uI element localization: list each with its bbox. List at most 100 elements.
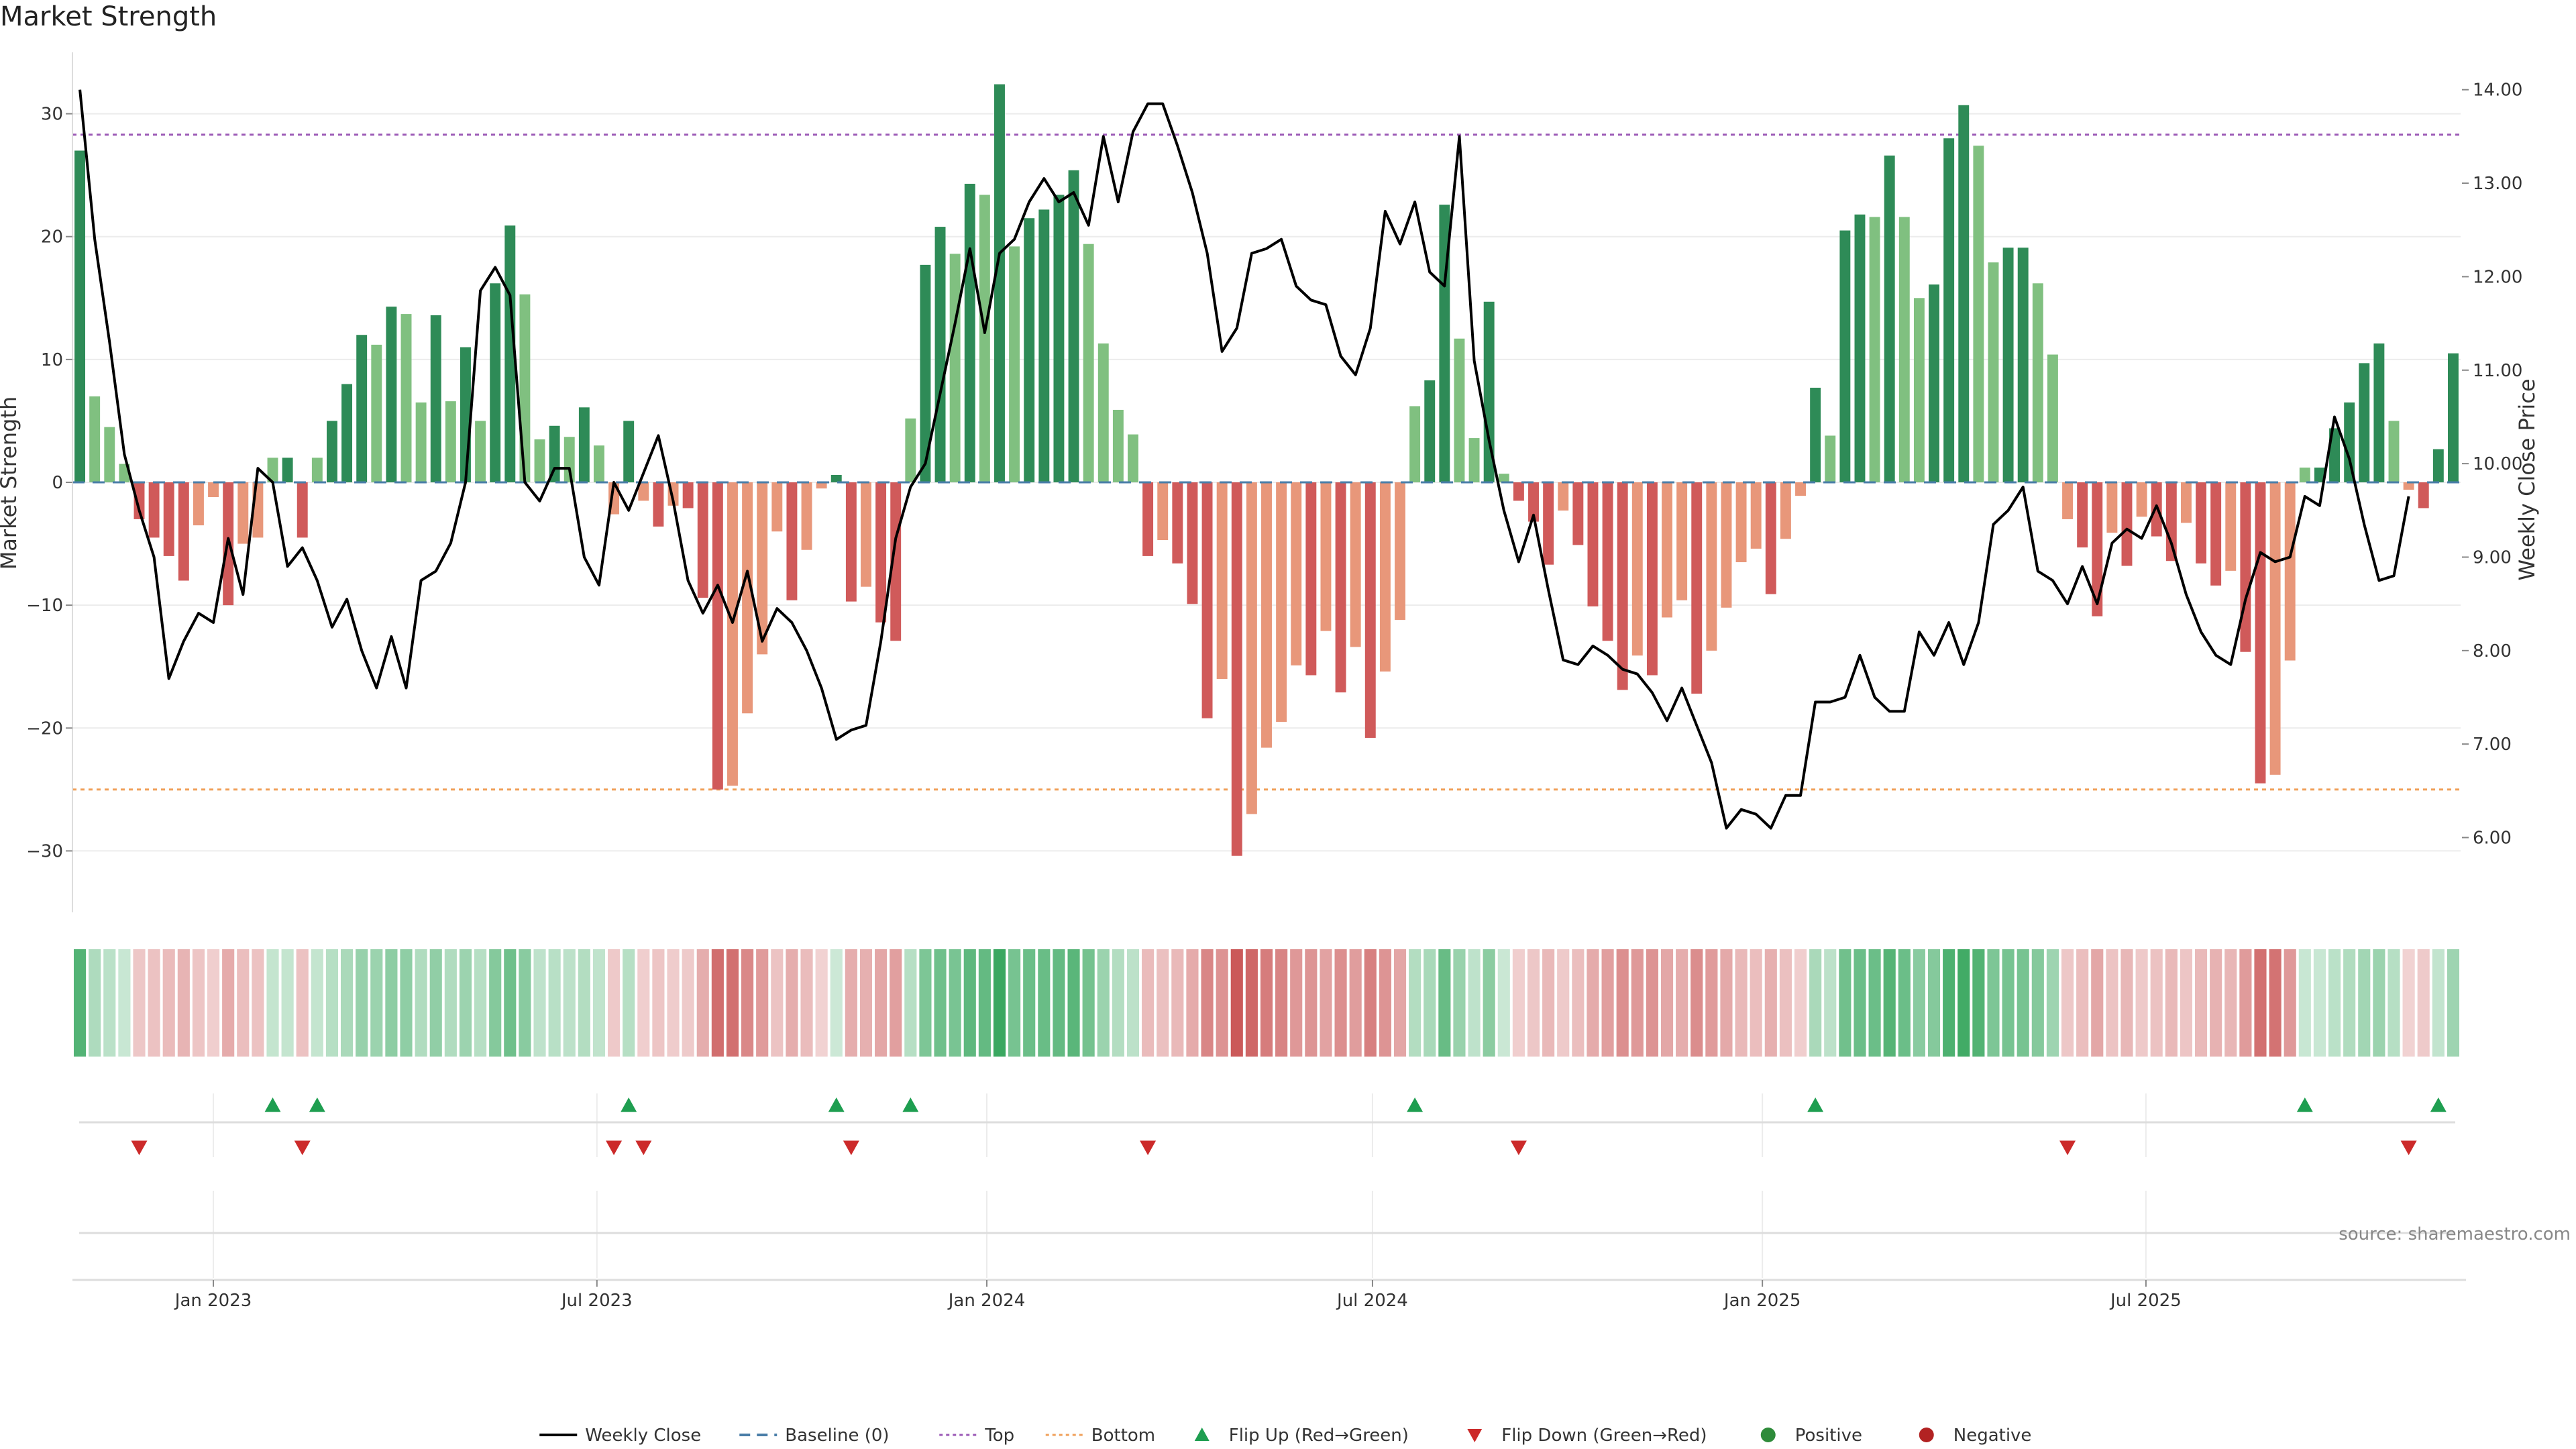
strength-bar (1112, 409, 1124, 482)
strength-bar (2418, 482, 2429, 508)
heat-cell (1453, 949, 1466, 1057)
strength-bar (1454, 338, 1465, 482)
y-tick-label: −10 (26, 596, 63, 616)
strength-bar (1780, 482, 1791, 539)
strength-bar (1053, 195, 1065, 482)
heat-cell (1809, 949, 1822, 1057)
legend-label: Weekly Close (585, 1426, 701, 1446)
flip-up-marker (309, 1097, 325, 1112)
heat-cell (2150, 949, 2163, 1057)
flip-up-marker (2296, 1097, 2313, 1112)
heat-cell (1230, 949, 1243, 1057)
flip-down-marker (131, 1140, 148, 1155)
strength-bar (2240, 482, 2251, 652)
heat-cell (2298, 949, 2311, 1057)
strength-bar (2032, 283, 2043, 482)
strength-bar (519, 294, 531, 482)
heat-cell (2091, 949, 2104, 1057)
heat-cell (786, 949, 798, 1057)
heat-cell (1735, 949, 1748, 1057)
strength-bar (1721, 482, 1732, 608)
y-axis-label-left: Market Strength (0, 396, 21, 570)
strength-bar (1662, 482, 1672, 618)
weekly-close-series (78, 89, 2410, 830)
heat-cell (592, 949, 606, 1057)
heat-cell (711, 949, 724, 1057)
strength-bar (1691, 482, 1703, 694)
legend-item: Bottom (1045, 1426, 1155, 1446)
date-axis: Jan 2023 Jul 2023 Jan 2024 Jul 2024 Jan 2025… (72, 1279, 2466, 1311)
heat-cell (1497, 949, 1510, 1057)
strength-bar (949, 254, 961, 482)
heat-cell (1290, 949, 1303, 1057)
strength-bar (1646, 482, 1658, 676)
strength-bar (2196, 482, 2207, 564)
flip-up-marker (264, 1097, 281, 1112)
flip-down-marker (294, 1140, 311, 1155)
strength-bar (2165, 482, 2177, 561)
heat-cell (1676, 949, 1688, 1057)
strength-bar (1246, 482, 1257, 814)
strength-bar (1929, 284, 1939, 482)
strength-bar (2062, 482, 2073, 519)
heat-cell (400, 949, 413, 1057)
heat-cell (741, 949, 754, 1057)
y-tick-label-right: 9.00 (2473, 547, 2512, 568)
strength-bar (445, 401, 456, 482)
heat-cell (2210, 949, 2222, 1057)
strength-bar (2447, 353, 2459, 482)
heat-cell (1112, 949, 1124, 1057)
strength-bar (875, 482, 887, 623)
heat-cell (1631, 949, 1644, 1057)
heat-cell (162, 949, 175, 1057)
strength-bar (1483, 301, 1495, 482)
strength-bar (1884, 155, 1895, 482)
y-tick-label-right: 14.00 (2473, 80, 2522, 101)
strength-bar (267, 458, 278, 482)
legend-label: Bottom (1091, 1426, 1155, 1446)
y-tick-label: 20 (41, 227, 63, 248)
heat-cell (1927, 949, 1941, 1057)
heat-cell (1705, 949, 1718, 1057)
heat-cell (637, 949, 650, 1057)
strength-bar (861, 482, 871, 587)
heat-cell (2106, 949, 2118, 1057)
heat-cell (578, 949, 590, 1057)
strength-bar (2151, 482, 2162, 537)
y-tick-label: 10 (41, 350, 63, 370)
strength-bar (920, 264, 931, 482)
strength-bar (133, 482, 145, 519)
strength-bar (1825, 435, 1836, 482)
strength-bar (430, 315, 441, 482)
heat-cell (177, 949, 190, 1057)
strength-bar (1468, 438, 1480, 482)
heat-cell (341, 949, 354, 1057)
x-tick-label: Jan 2025 (1723, 1291, 1801, 1311)
strength-bar (1498, 474, 1509, 482)
heat-cell (652, 949, 665, 1057)
heat-cell (904, 949, 917, 1057)
y-axis-label-right: Weekly Close Price (2514, 378, 2540, 580)
strength-bar (1898, 217, 1910, 482)
strength-bar (1409, 406, 1421, 482)
strength-bar (237, 482, 249, 544)
legend-item: Baseline (0) (739, 1426, 890, 1446)
strength-bar (2180, 482, 2192, 523)
strength-bar (1810, 387, 1821, 482)
strength-bar (1083, 244, 1094, 482)
strength-bar (905, 418, 916, 482)
y-tick-label-right: 6.00 (2473, 828, 2512, 849)
heat-cell (1186, 949, 1199, 1057)
strength-bar (386, 307, 397, 482)
heat-cell (1587, 949, 1599, 1057)
heat-cell (696, 949, 709, 1057)
y-tick-label-right: 10.00 (2473, 454, 2522, 474)
strength-bar (148, 482, 160, 538)
strength-bar (1706, 482, 1717, 651)
strength-bar (163, 482, 174, 556)
heat-cell (1720, 949, 1733, 1057)
strength-bar (2373, 343, 2385, 482)
strength-bar (2092, 482, 2103, 616)
strength-bar (282, 458, 293, 482)
strength-bar (1572, 482, 1584, 545)
